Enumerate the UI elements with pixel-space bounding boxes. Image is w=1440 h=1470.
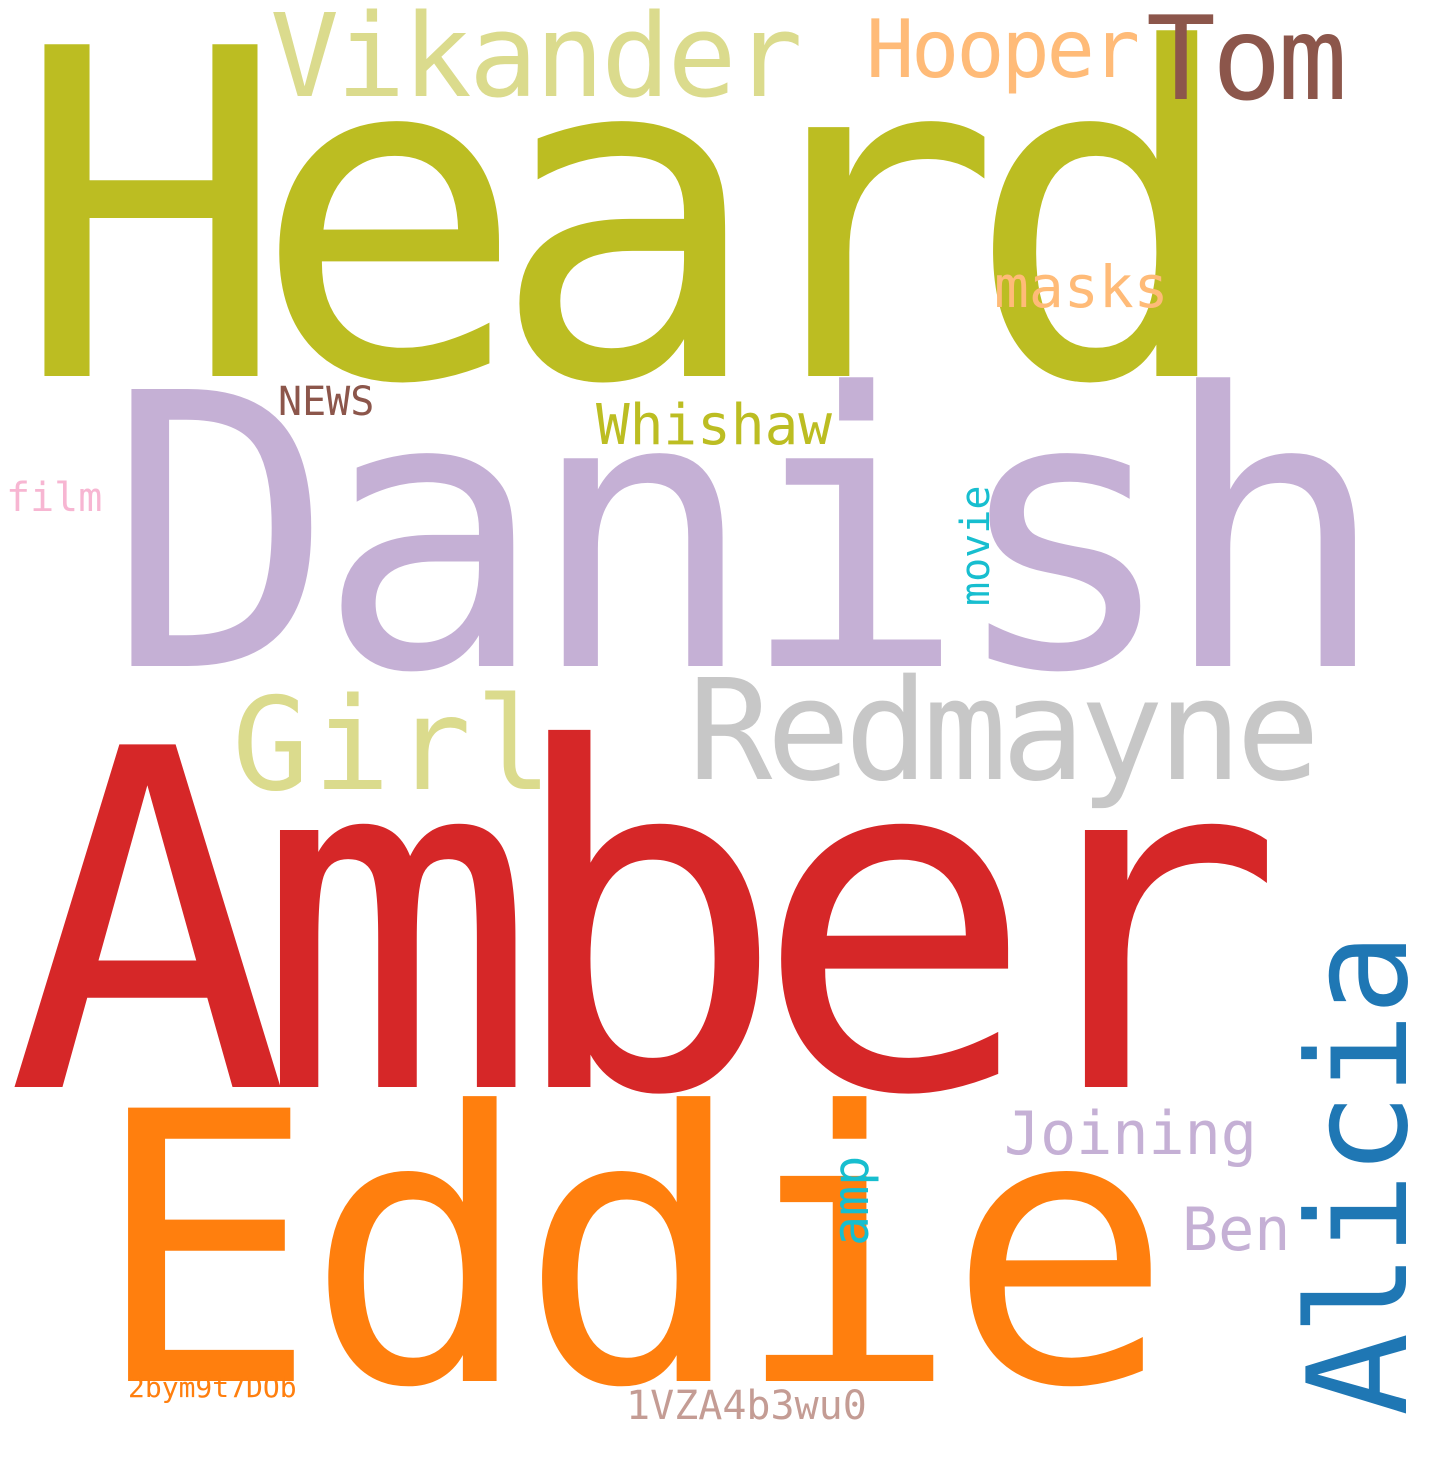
- word-danish: Danish: [106, 313, 1389, 756]
- word-hooper: Hooper: [866, 3, 1140, 96]
- word-film: film: [6, 475, 103, 521]
- word-redmayne: Redmayne: [688, 650, 1320, 813]
- word-whishaw: Whishaw: [596, 393, 833, 458]
- word-alicia: Alicia: [1278, 935, 1439, 1417]
- word-amber: Amber: [6, 651, 1285, 1198]
- word-masks: masks: [994, 253, 1169, 321]
- word-girl: Girl: [232, 671, 557, 820]
- word-2bym9t7dob: 2bym9t7DOb: [128, 1371, 297, 1404]
- word-tom: Tom: [1146, 0, 1348, 127]
- word-joining: Joining: [1004, 1099, 1257, 1169]
- word-movie: movie: [953, 485, 999, 606]
- word-heard: Heard: [14, 0, 1240, 484]
- word-vikander: Vikander: [270, 0, 803, 124]
- word-eddie: Eddie: [92, 1034, 1173, 1470]
- word-ben: Ben: [1182, 1195, 1291, 1265]
- word-amp: amp: [822, 1155, 880, 1246]
- word-news: NEWS: [278, 379, 375, 425]
- word-1vza4b3wu0: 1VZA4b3wu0: [626, 1383, 867, 1429]
